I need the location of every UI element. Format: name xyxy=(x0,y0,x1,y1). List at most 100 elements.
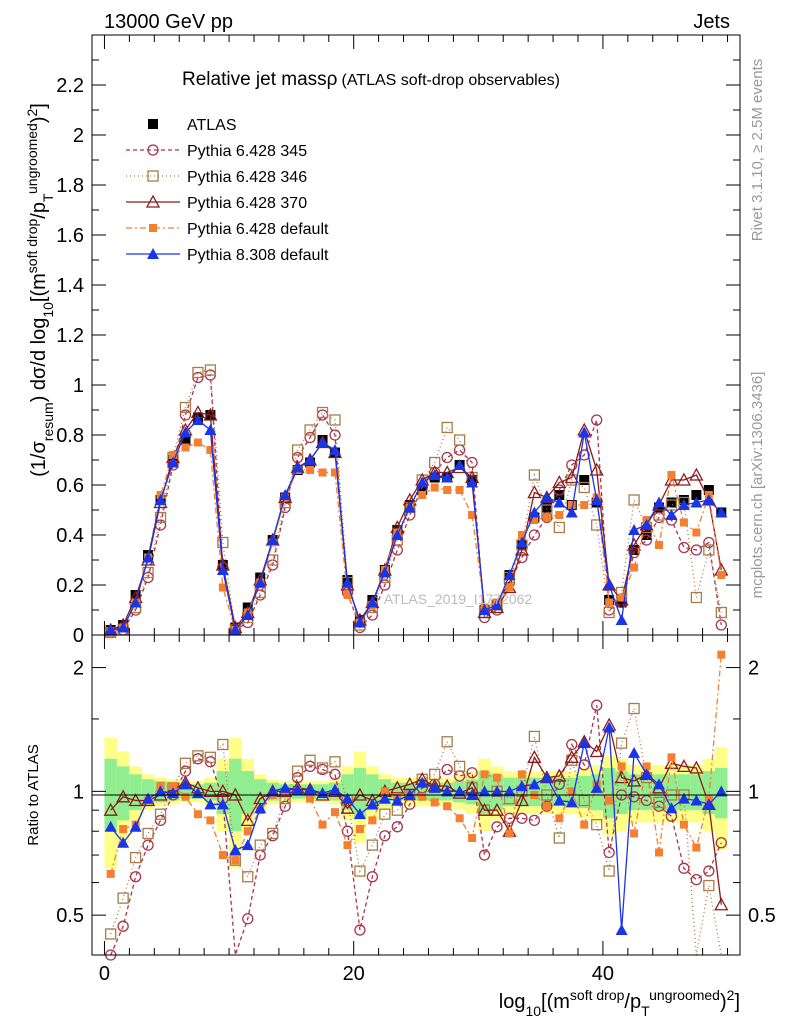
ratio-point xyxy=(229,854,241,866)
x-tick-label: 20 xyxy=(343,963,365,985)
ratio-point xyxy=(103,802,118,816)
data-point xyxy=(329,429,341,441)
legend-marker xyxy=(147,144,159,156)
ratio-y-tick-label: 0.5 xyxy=(56,905,84,927)
data-point xyxy=(665,509,678,520)
data-point xyxy=(589,462,604,476)
ratio-point xyxy=(615,924,628,936)
ratio-point xyxy=(216,798,229,810)
ratio-point xyxy=(241,839,254,851)
ratio-point xyxy=(179,757,192,769)
ratio-point xyxy=(215,783,230,798)
ratio-point xyxy=(615,737,628,749)
data-point xyxy=(430,483,439,492)
data-point xyxy=(353,616,366,628)
ratio-point xyxy=(578,737,591,749)
ratio-point xyxy=(142,827,154,840)
ratio-point xyxy=(478,849,491,861)
ratio-point xyxy=(655,848,663,857)
ratio-point xyxy=(503,785,516,797)
data-point xyxy=(218,583,227,592)
ratio-point xyxy=(380,787,389,796)
band-inner-bin xyxy=(216,771,230,815)
ratio-point xyxy=(329,756,341,768)
main-y-axis-label: (1/σresum) dσ/d log10[(msoft drop/pTungr… xyxy=(24,103,56,477)
band-inner-bin xyxy=(540,777,554,807)
data-point xyxy=(541,502,552,513)
data-point xyxy=(678,541,690,554)
data-point xyxy=(540,491,553,503)
legend-entry: Pythia 6.428 346 xyxy=(126,169,307,186)
ratio-series-4 xyxy=(104,721,728,936)
data-point xyxy=(567,501,576,509)
ratio-point xyxy=(591,818,603,831)
ratio-point xyxy=(542,802,551,811)
ratio-point xyxy=(206,816,215,825)
ratio-point xyxy=(242,913,254,925)
data-point xyxy=(528,529,541,541)
ratio-point xyxy=(117,920,129,932)
ratio-point xyxy=(254,839,266,851)
ratio-point xyxy=(516,812,528,824)
legend-label: Pythia 8.308 default xyxy=(187,247,329,264)
ratio-point xyxy=(552,768,567,782)
y-tick-label: 1.8 xyxy=(56,175,84,197)
data-point xyxy=(217,536,229,549)
data-point xyxy=(615,614,628,625)
ratio-point xyxy=(229,844,242,856)
data-point xyxy=(206,446,215,454)
data-point xyxy=(428,469,441,480)
ratio-y-tick-label: 1 xyxy=(73,781,84,803)
x-tick-label: 40 xyxy=(592,963,614,985)
ratio-line xyxy=(110,705,722,956)
y-tick-label: 1.6 xyxy=(56,225,84,247)
ratio-point xyxy=(106,869,115,878)
data-point xyxy=(578,481,590,494)
data-point xyxy=(503,569,516,580)
data-point xyxy=(527,485,542,499)
ratio-point xyxy=(169,782,177,791)
ratio-point xyxy=(306,794,315,803)
data-point xyxy=(180,435,191,445)
ratio-point xyxy=(703,865,715,877)
ratio-point xyxy=(455,814,464,823)
data-point xyxy=(715,506,728,518)
ratio-point xyxy=(416,776,429,788)
ratio-point xyxy=(630,829,639,838)
ratio-point xyxy=(128,793,143,807)
legend-marker xyxy=(148,119,158,129)
ratio-point xyxy=(642,762,651,771)
data-point xyxy=(318,468,327,477)
legend-entry: Pythia 6.428 default xyxy=(126,221,329,238)
ratio-point xyxy=(117,892,129,904)
band-inner-bin xyxy=(553,777,566,807)
data-point xyxy=(703,485,714,495)
ratio-point xyxy=(541,800,553,812)
legend-label: ATLAS xyxy=(187,117,237,134)
ratio-line xyxy=(110,706,722,956)
data-point xyxy=(254,576,267,588)
data-point xyxy=(466,476,479,488)
ratio-point xyxy=(676,759,692,773)
ratio-point xyxy=(566,738,578,751)
data-point xyxy=(630,563,639,572)
data-point xyxy=(690,496,703,508)
ratio-point xyxy=(331,808,339,817)
ratio-point xyxy=(192,753,204,765)
data-point xyxy=(193,438,202,447)
ratio-point xyxy=(628,791,640,803)
series-line xyxy=(110,419,722,632)
data-point xyxy=(267,554,279,566)
ratio-point xyxy=(254,802,267,814)
data-point xyxy=(676,472,692,486)
ratio-point xyxy=(291,765,304,777)
band-inner-bin xyxy=(116,766,130,821)
ratio-point xyxy=(626,773,642,787)
data-point xyxy=(306,466,315,474)
ratio-point xyxy=(266,785,279,797)
data-point xyxy=(130,590,141,600)
data-point xyxy=(491,599,503,610)
ratio-y-tick-label-right: 2 xyxy=(748,658,759,680)
ratio-point xyxy=(605,796,614,805)
